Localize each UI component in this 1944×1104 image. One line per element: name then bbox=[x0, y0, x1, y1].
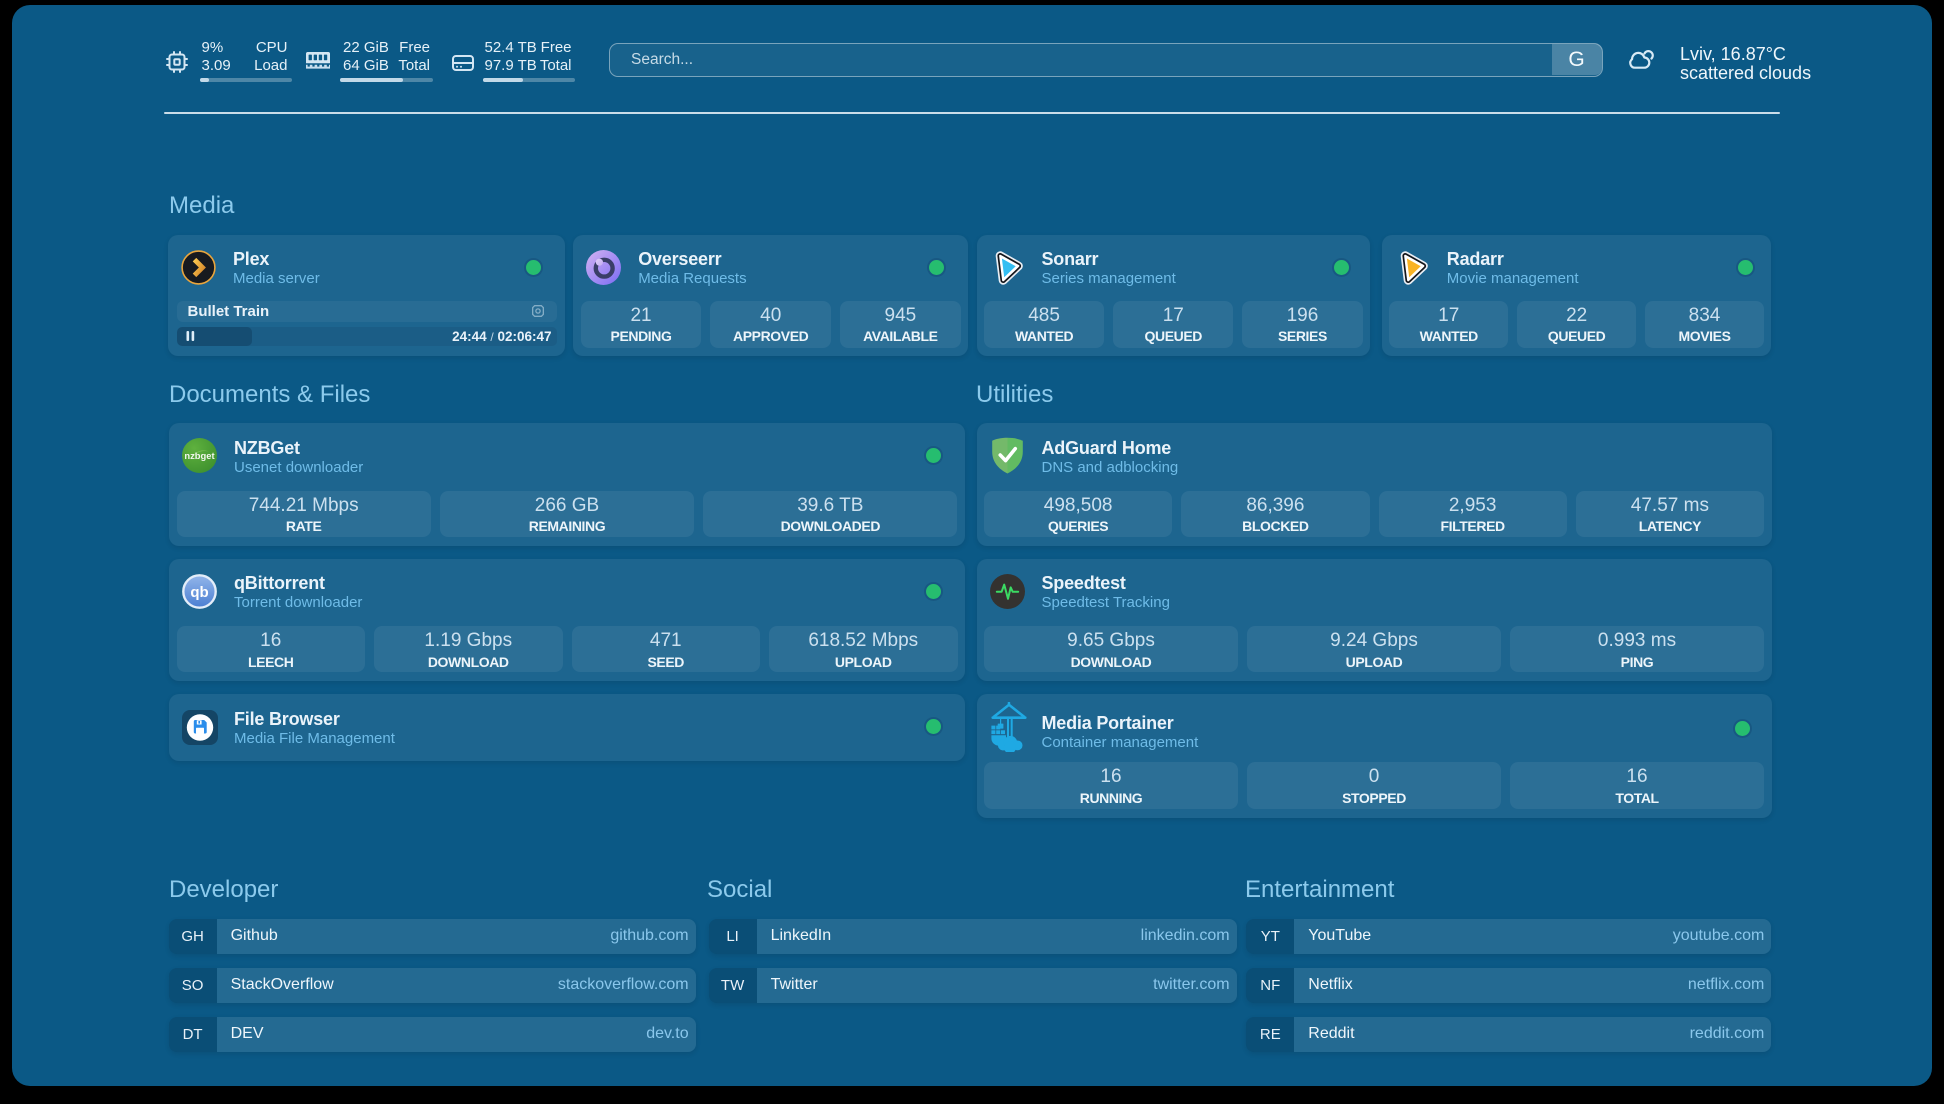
svg-text:qb: qb bbox=[190, 584, 208, 601]
svg-text:nzbget: nzbget bbox=[184, 450, 214, 461]
